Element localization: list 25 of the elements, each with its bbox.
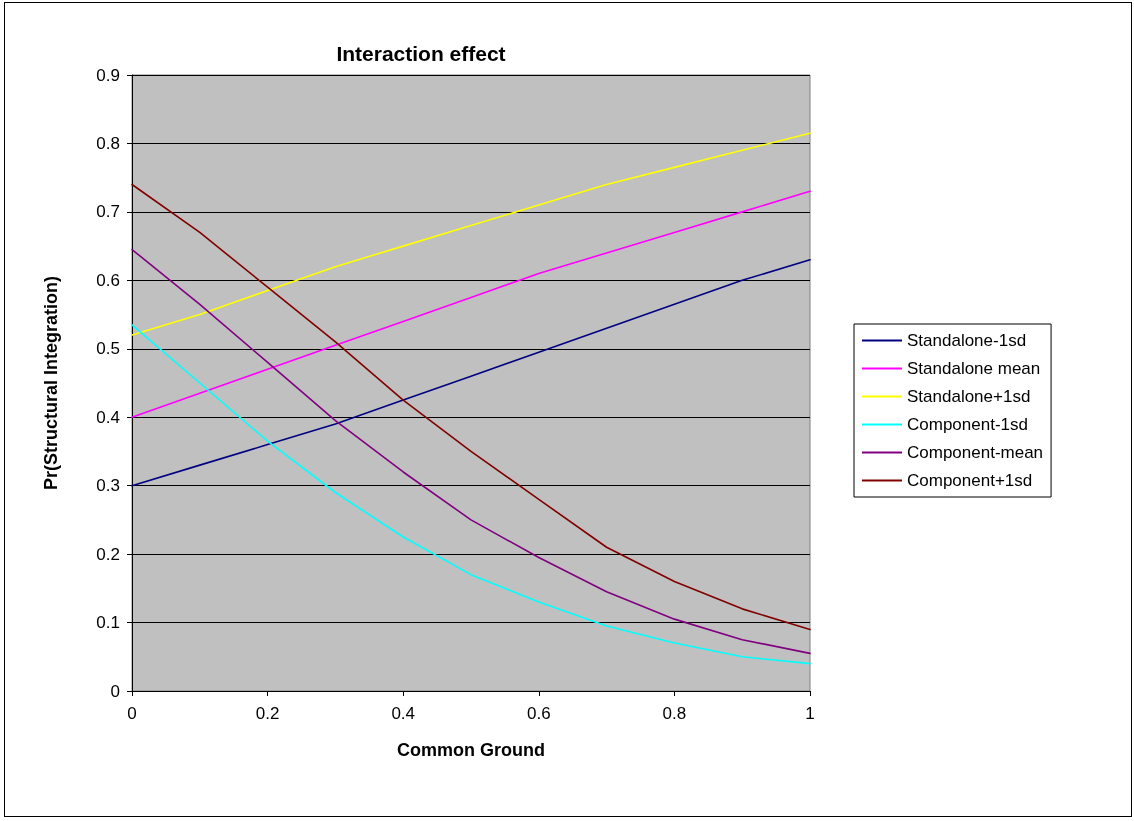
y-tick-label: 0.3 — [96, 476, 120, 496]
legend-label: Standalone+1sd — [907, 387, 1031, 406]
legend-label: Component-mean — [907, 443, 1044, 462]
y-tick-label: 0.9 — [96, 65, 120, 85]
y-tick-label: 0.7 — [96, 202, 120, 222]
x-axis-title: Common Ground — [397, 740, 545, 760]
y-axis-title: Pr(Structural Integration) — [41, 275, 61, 491]
legend-label: Component-1sd — [907, 415, 1028, 434]
x-tick-label: 0.4 — [391, 704, 416, 723]
y-tick-label: 0.2 — [96, 544, 120, 564]
y-tick-label: 0.1 — [96, 613, 120, 633]
x-tick-label: 0.6 — [526, 704, 551, 723]
legend-label: Standalone-1sd — [907, 331, 1027, 350]
x-tick-label: 0.8 — [662, 704, 687, 723]
y-tick-label: 0.8 — [96, 133, 120, 153]
x-tick-label: 0.2 — [255, 704, 280, 723]
y-tick-label: 0.6 — [96, 270, 120, 290]
x-tick-label: 1 — [805, 704, 815, 723]
legend-label: Standalone mean — [907, 359, 1041, 378]
y-tick-label: 0.4 — [96, 407, 120, 427]
y-tick-label: 0.5 — [96, 339, 120, 359]
x-tick-label: 0 — [127, 704, 137, 723]
legend-label: Component+1sd — [907, 471, 1033, 490]
chart-title: Interaction effect — [336, 42, 506, 65]
y-tick-label: 0 — [110, 681, 120, 701]
